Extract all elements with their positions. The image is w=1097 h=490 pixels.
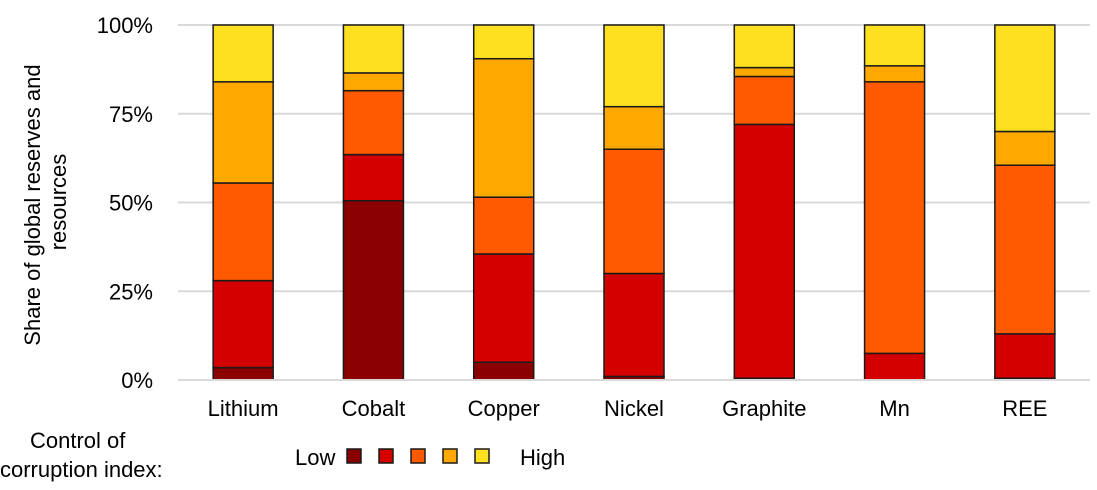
y-tick-label: 0% — [121, 368, 153, 393]
bar-segment — [994, 24, 1056, 133]
bar-segment — [472, 57, 535, 198]
bar-segment — [733, 66, 796, 78]
y-tick-label: 25% — [109, 279, 153, 304]
bar-segment — [212, 279, 274, 369]
bar-segment — [603, 24, 665, 108]
legend-title-line-2: corruption index: — [0, 457, 163, 482]
bar-segment — [733, 123, 796, 379]
x-tick-label: Lithium — [208, 396, 279, 421]
bar-segment — [603, 148, 665, 275]
y-axis-label: Share of global reserves and resources — [20, 58, 71, 345]
legend-title-line-1: Control of — [30, 428, 126, 453]
bars — [212, 24, 1056, 381]
legend-swatch — [474, 448, 490, 464]
x-axis-tick-labels: Lithium Cobalt Copper Nickel Graphite Mn REE — [208, 396, 1048, 421]
bar-segment — [863, 24, 926, 67]
bar-segment — [472, 196, 535, 255]
bar-segment — [342, 89, 405, 156]
bar-segment — [212, 366, 274, 381]
legend-swatch — [346, 448, 362, 464]
legend-swatches — [346, 448, 490, 464]
bar-segment — [472, 253, 535, 364]
bar-segment — [342, 24, 405, 74]
bar-segment — [733, 75, 796, 126]
legend-swatch — [378, 448, 394, 464]
bar-segment — [733, 24, 796, 69]
legend-high-label: High — [520, 445, 565, 470]
bar-segment — [212, 24, 274, 83]
y-tick-label: 75% — [109, 102, 153, 127]
bar-segment — [994, 333, 1056, 379]
bar-segment — [863, 352, 926, 381]
y-axis-tick-labels: 0% 25% 50% 75% 100% — [97, 13, 153, 393]
x-tick-label: Mn — [879, 396, 910, 421]
bar-segment — [472, 24, 535, 60]
y-tick-label: 50% — [109, 191, 153, 216]
legend-swatch — [410, 448, 426, 464]
y-axis-label-line-2: resources — [46, 154, 71, 251]
bar-segment — [472, 361, 535, 381]
bar-segment — [342, 199, 405, 381]
x-tick-label: Nickel — [604, 396, 664, 421]
bar-segment — [863, 81, 926, 355]
x-tick-label: Cobalt — [342, 396, 406, 421]
bar-segment — [994, 164, 1056, 335]
bar-segment — [603, 272, 665, 378]
bar-segment — [994, 130, 1056, 166]
bar-segment — [342, 153, 405, 202]
y-tick-label: 100% — [97, 13, 153, 38]
bar-segment — [212, 81, 274, 184]
legend-swatch — [442, 448, 458, 464]
bar-segment — [212, 182, 274, 282]
x-tick-label: Copper — [468, 396, 540, 421]
y-axis-label-line-1: Share of global reserves and — [20, 64, 45, 345]
x-tick-label: Graphite — [722, 396, 806, 421]
bar-segment — [342, 72, 405, 92]
bar-segment — [603, 105, 665, 150]
legend: Control of corruption index: Low High — [0, 428, 565, 482]
legend-low-label: Low — [295, 445, 335, 470]
x-tick-label: REE — [1002, 396, 1047, 421]
bar-segment — [863, 65, 926, 83]
